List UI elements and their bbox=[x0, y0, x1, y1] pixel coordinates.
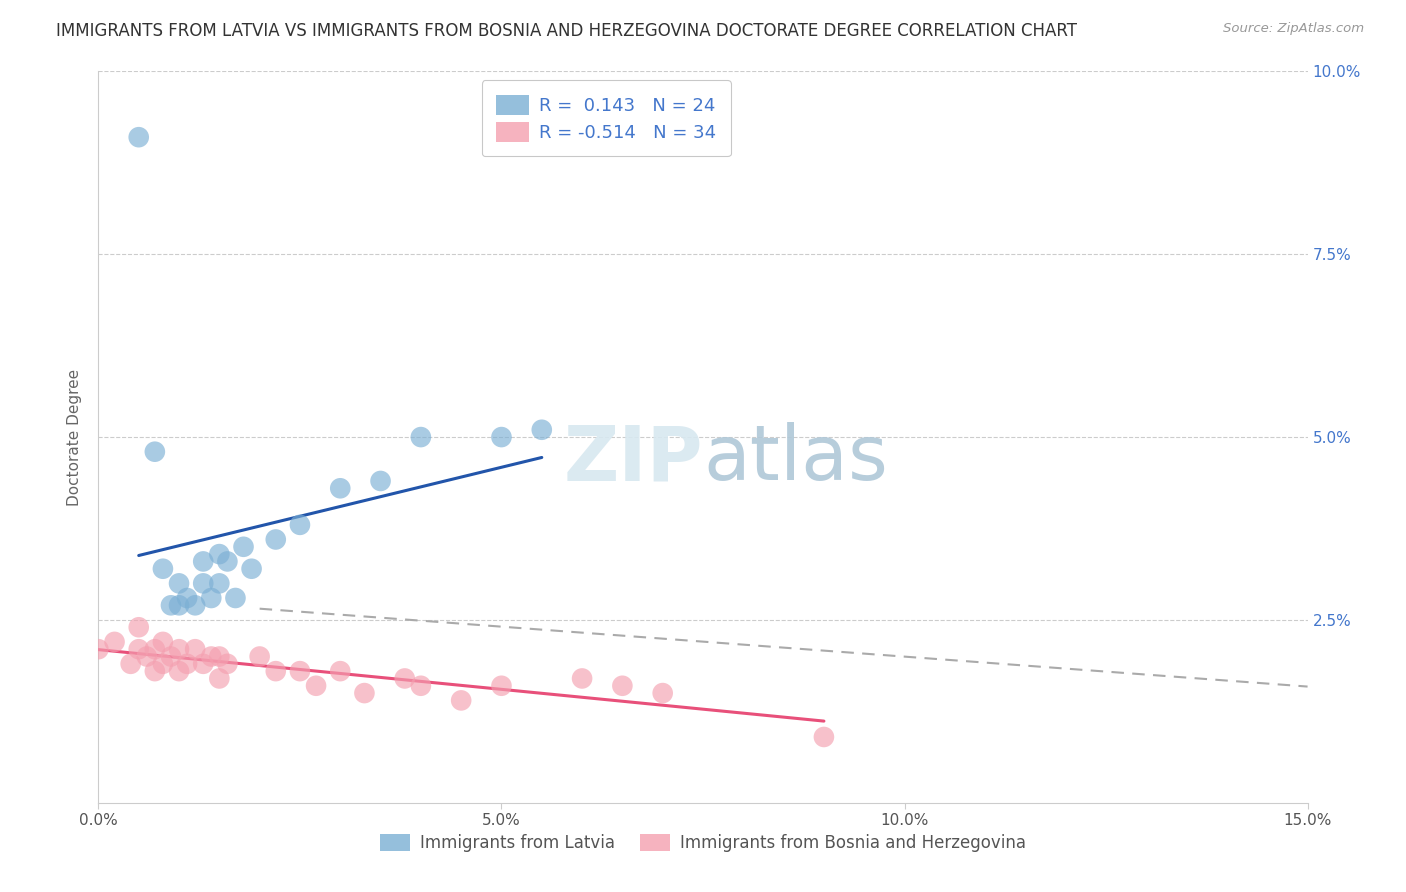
Point bbox=[200, 591, 222, 605]
Point bbox=[232, 540, 254, 554]
Point bbox=[143, 664, 166, 678]
Point bbox=[249, 649, 271, 664]
Point bbox=[264, 533, 287, 547]
Point bbox=[612, 679, 634, 693]
Point bbox=[491, 430, 513, 444]
Point bbox=[208, 672, 231, 686]
Point bbox=[329, 664, 352, 678]
Point bbox=[152, 562, 174, 576]
Point bbox=[193, 576, 215, 591]
Point bbox=[193, 554, 215, 568]
Point bbox=[176, 591, 198, 605]
Point bbox=[208, 576, 231, 591]
Point bbox=[128, 642, 150, 657]
Point bbox=[152, 657, 174, 671]
Point bbox=[217, 554, 239, 568]
Point bbox=[167, 664, 190, 678]
Point bbox=[143, 444, 166, 458]
Point bbox=[264, 664, 287, 678]
Point bbox=[193, 657, 215, 671]
Point bbox=[651, 686, 673, 700]
Point bbox=[224, 591, 246, 605]
Point bbox=[217, 657, 239, 671]
Point bbox=[200, 649, 222, 664]
Point bbox=[87, 642, 110, 657]
Point bbox=[329, 481, 352, 495]
Point bbox=[128, 130, 150, 145]
Point bbox=[370, 474, 392, 488]
Legend: Immigrants from Latvia, Immigrants from Bosnia and Herzegovina: Immigrants from Latvia, Immigrants from … bbox=[371, 825, 1035, 860]
Point bbox=[160, 599, 183, 613]
Point bbox=[240, 562, 263, 576]
Text: ZIP: ZIP bbox=[564, 422, 703, 496]
Point bbox=[305, 679, 328, 693]
Point bbox=[167, 576, 190, 591]
Point bbox=[491, 679, 513, 693]
Point bbox=[208, 547, 231, 561]
Point bbox=[184, 642, 207, 657]
Point bbox=[176, 657, 198, 671]
Point bbox=[120, 657, 142, 671]
Point bbox=[288, 664, 311, 678]
Point bbox=[530, 423, 553, 437]
Point bbox=[135, 649, 157, 664]
Point bbox=[208, 649, 231, 664]
Point bbox=[184, 599, 207, 613]
Text: atlas: atlas bbox=[703, 422, 887, 496]
Point bbox=[152, 635, 174, 649]
Point bbox=[160, 649, 183, 664]
Point bbox=[167, 599, 190, 613]
Point bbox=[167, 642, 190, 657]
Point bbox=[394, 672, 416, 686]
Text: Source: ZipAtlas.com: Source: ZipAtlas.com bbox=[1223, 22, 1364, 36]
Point bbox=[353, 686, 375, 700]
Point bbox=[409, 679, 432, 693]
Text: IMMIGRANTS FROM LATVIA VS IMMIGRANTS FROM BOSNIA AND HERZEGOVINA DOCTORATE DEGRE: IMMIGRANTS FROM LATVIA VS IMMIGRANTS FRO… bbox=[56, 22, 1077, 40]
Y-axis label: Doctorate Degree: Doctorate Degree bbox=[67, 368, 83, 506]
Point bbox=[103, 635, 125, 649]
Point bbox=[571, 672, 593, 686]
Point bbox=[288, 517, 311, 532]
Point bbox=[128, 620, 150, 634]
Point bbox=[409, 430, 432, 444]
Point bbox=[813, 730, 835, 744]
Point bbox=[450, 693, 472, 707]
Point bbox=[143, 642, 166, 657]
